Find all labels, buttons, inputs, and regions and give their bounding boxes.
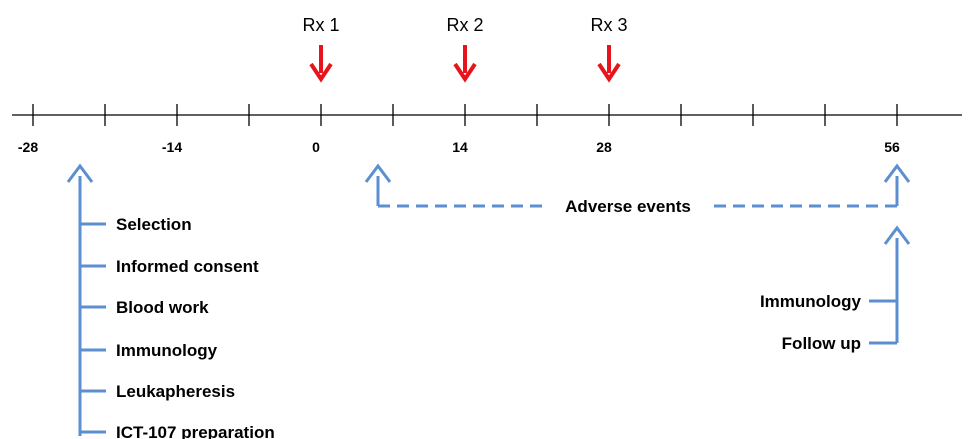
screening-item: ICT-107 preparation — [116, 423, 275, 439]
followup-bracket: Immunology Follow up — [760, 225, 911, 353]
adverse-events-label: Adverse events — [565, 197, 691, 216]
screening-item: Selection — [116, 215, 192, 234]
screening-item: Immunology — [116, 341, 218, 360]
screening-item: Leukapheresis — [116, 382, 235, 401]
down-arrow-icon — [309, 62, 333, 83]
followup-item: Immunology — [760, 292, 862, 311]
treatment-label: Rx 2 — [446, 15, 483, 35]
screening-item: Blood work — [116, 298, 209, 317]
adverse-left-up-arrow-icon — [364, 163, 392, 183]
adverse-events-bracket: Adverse events — [364, 163, 911, 216]
screening-bracket: Selection Informed consent Blood work Immun… — [66, 163, 275, 439]
tick-label: -14 — [162, 139, 182, 155]
screening-items: Selection Informed consent Blood work Immun… — [80, 215, 275, 439]
followup-item: Follow up — [782, 334, 861, 353]
timeline-ticks: -28 -14 0 14 28 56 — [18, 104, 900, 155]
tick-label: 14 — [452, 139, 468, 155]
adverse-right-up-arrow-icon — [883, 163, 911, 183]
down-arrow-icon — [597, 62, 621, 83]
tick-label: -28 — [18, 139, 38, 155]
treatment-markers: Rx 1 Rx 2 Rx 3 — [302, 15, 628, 83]
tick-label: 56 — [884, 139, 900, 155]
followup-up-arrow-icon — [883, 225, 911, 245]
followup-items: Immunology Follow up — [760, 292, 897, 353]
tick-label: 0 — [312, 139, 320, 155]
down-arrow-icon — [453, 62, 477, 83]
tick-label: 28 — [596, 139, 612, 155]
treatment-label: Rx 3 — [590, 15, 627, 35]
screening-up-arrow-icon — [66, 163, 94, 183]
screening-item: Informed consent — [116, 257, 259, 276]
treatment-label: Rx 1 — [302, 15, 339, 35]
